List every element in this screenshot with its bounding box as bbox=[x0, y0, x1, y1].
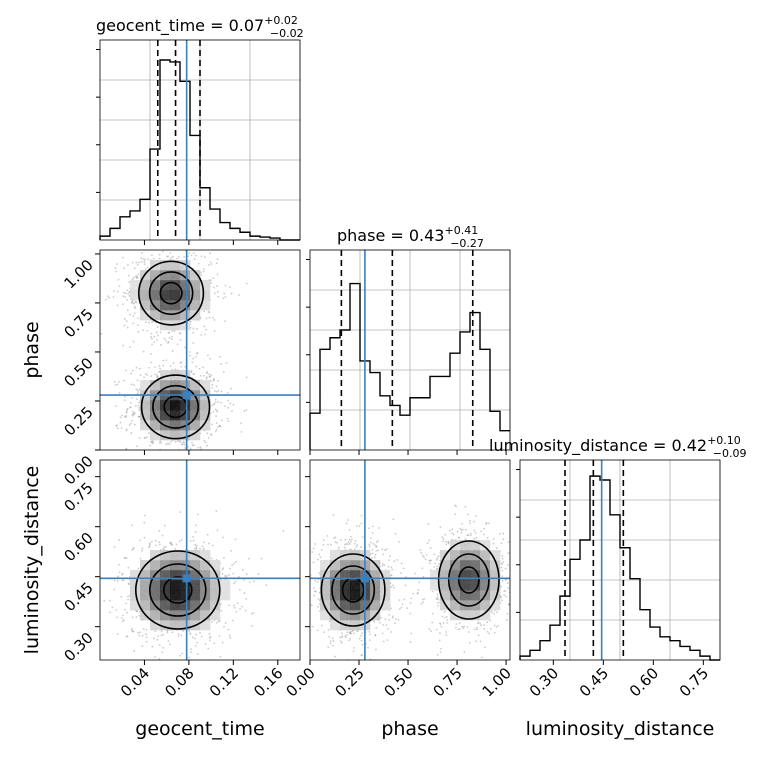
xticks-geocent_time bbox=[143, 240, 279, 245]
contour-level bbox=[138, 260, 205, 326]
ytick-label-phase: 0.25 bbox=[60, 403, 96, 439]
xtick-label-phase: 0.50 bbox=[381, 664, 417, 700]
hist2d-panel-geocent_time-phase bbox=[99, 249, 301, 451]
contours bbox=[134, 550, 221, 630]
contour-level bbox=[140, 374, 211, 440]
xtick-label-geocent_time: 0.04 bbox=[117, 664, 153, 700]
panel-frame bbox=[309, 249, 511, 451]
ytick-label-luminosity_distance: 0.75 bbox=[60, 479, 96, 515]
title-luminosity-distance: luminosity_distance = 0.42+0.10 −0.09 bbox=[489, 434, 747, 460]
ylabel-phase: phase bbox=[21, 321, 43, 378]
histogram-luminosity_distance bbox=[519, 475, 720, 661]
xtick-label-geocent_time: 0.08 bbox=[161, 664, 197, 700]
hist2d-content bbox=[100, 510, 285, 660]
contours bbox=[320, 540, 500, 627]
title-geocent-time: geocent_time = 0.07+0.02 −0.02 bbox=[96, 14, 304, 40]
hist2d-panel-phase-luminosity_distance bbox=[309, 459, 511, 661]
hist-panel-phase bbox=[306, 249, 511, 451]
contour-level bbox=[162, 576, 193, 604]
contour-level bbox=[148, 271, 194, 316]
yticks-luminosity_distance: 0.30 0.45 0.60 0.75 bbox=[60, 476, 100, 665]
contour-level bbox=[320, 553, 386, 627]
contour-level bbox=[152, 384, 200, 429]
truth-marker bbox=[360, 574, 369, 583]
contours bbox=[138, 260, 211, 440]
xtick-label-phase: 0.75 bbox=[430, 664, 466, 700]
contour-level bbox=[447, 553, 490, 607]
xticks-geocent_time: 0.04 0.08 0.12 0.16 bbox=[117, 660, 287, 700]
panel-frame bbox=[99, 39, 301, 241]
xlabel-luminosity-distance: luminosity_distance bbox=[526, 718, 715, 740]
ytick-label-luminosity_distance: 0.45 bbox=[60, 579, 96, 615]
density-cells bbox=[130, 550, 231, 631]
scatter-points bbox=[310, 504, 510, 660]
yticks-luminosity_distance bbox=[305, 476, 310, 628]
title-phase: phase = 0.43+0.41 −0.27 bbox=[337, 224, 484, 250]
contour-level bbox=[331, 565, 376, 615]
panel-frame bbox=[99, 249, 301, 451]
xticks-luminosity_distance: 0.30 0.45 0.60 0.75 bbox=[526, 660, 712, 700]
xtick-label-luminosity_distance: 0.60 bbox=[626, 664, 662, 700]
hist-panel-luminosity_distance bbox=[516, 459, 721, 661]
truth-marker bbox=[182, 391, 191, 400]
xticks-phase bbox=[309, 450, 507, 455]
panel-frame bbox=[99, 459, 301, 661]
truth-marker bbox=[182, 574, 191, 583]
ytick-label-luminosity_distance: 0.30 bbox=[60, 629, 96, 665]
density-cells bbox=[320, 540, 501, 631]
xtick-label-luminosity_distance: 0.45 bbox=[576, 664, 612, 700]
xticks-phase: 0.00 0.25 0.50 0.75 1.00 bbox=[282, 660, 515, 700]
xtick-label-luminosity_distance: 0.75 bbox=[676, 664, 712, 700]
panel-frame bbox=[519, 459, 721, 661]
yticks-phase: 0.000.250.500.751.00 bbox=[60, 253, 100, 488]
ytick-label-phase: 0.75 bbox=[60, 305, 96, 341]
ytick-label-phase: 0.50 bbox=[60, 354, 96, 390]
ytick-label-luminosity_distance: 0.60 bbox=[60, 529, 96, 565]
contour-level bbox=[134, 550, 221, 630]
xtick-label-phase: 0.25 bbox=[331, 664, 367, 700]
xtick-label-geocent_time: 0.12 bbox=[206, 664, 242, 700]
histogram-geocent_time bbox=[99, 59, 300, 241]
xtick-label-geocent_time: 0.16 bbox=[250, 664, 286, 700]
ytick-label-phase: 1.00 bbox=[60, 256, 96, 292]
contour-level bbox=[148, 563, 207, 617]
xlabel-geocent-time: geocent_time bbox=[135, 718, 264, 740]
hist2d-panel-geocent_time-luminosity_distance bbox=[99, 459, 301, 661]
xticks-geocent_time bbox=[143, 450, 279, 455]
hist2d-content bbox=[310, 504, 510, 660]
xlabel-phase: phase bbox=[381, 718, 438, 740]
panel-frame bbox=[309, 459, 511, 661]
contour-level bbox=[437, 540, 500, 620]
hist-panel-geocent_time bbox=[96, 39, 301, 241]
contour-level bbox=[457, 566, 480, 594]
contour-level bbox=[159, 281, 183, 305]
xtick-label-phase: 1.00 bbox=[479, 664, 515, 700]
histogram-phase bbox=[309, 282, 510, 450]
xtick-label-phase: 0.00 bbox=[282, 664, 318, 700]
ylabel-luminosity-distance: luminosity_distance bbox=[21, 466, 43, 655]
xtick-label-luminosity_distance: 0.30 bbox=[526, 664, 562, 700]
